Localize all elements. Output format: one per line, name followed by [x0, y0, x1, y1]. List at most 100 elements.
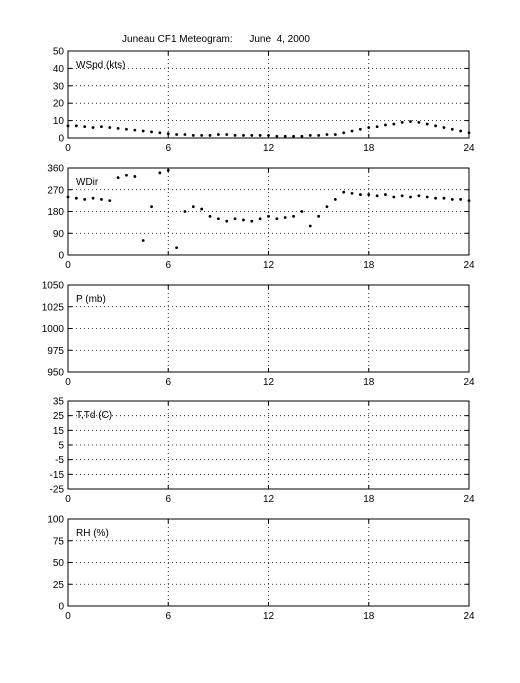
data-point — [459, 198, 463, 201]
y-tick-label: 50 — [53, 558, 65, 569]
data-point — [141, 239, 145, 242]
axes-frame — [67, 518, 470, 607]
data-point — [208, 133, 212, 137]
panel-5: 0 25 50 75 100 0 6 12 18 24 RH (%) — [47, 515, 475, 623]
data-point — [333, 133, 337, 136]
y-tick-label: 15 — [53, 426, 65, 437]
data-point — [100, 125, 103, 129]
data-point — [100, 198, 103, 201]
y-tick-label: 10 — [53, 116, 65, 127]
panel-3: 950 975 1000 1025 1050 0 6 12 18 24 P (mb) — [42, 281, 475, 389]
data-point — [258, 133, 262, 137]
data-point — [175, 246, 179, 250]
data-point — [425, 195, 429, 199]
data-point — [133, 128, 137, 132]
data-point — [208, 214, 212, 218]
data-point — [258, 217, 262, 221]
x-tick-label: 0 — [65, 611, 71, 622]
x-tick-label: 12 — [263, 494, 275, 505]
data-point — [342, 131, 346, 135]
y-tick-label: 35 — [53, 397, 65, 408]
data-point — [384, 193, 387, 196]
data-point — [267, 214, 270, 218]
data-point — [225, 133, 229, 136]
y-tick-label: 1050 — [42, 281, 65, 292]
data-point — [150, 205, 153, 209]
y-tick-label: -5 — [55, 455, 64, 466]
data-point — [242, 133, 245, 137]
data-point — [425, 122, 429, 126]
data-point — [350, 129, 354, 133]
x-tick-label: 18 — [363, 494, 375, 505]
data-point — [292, 134, 295, 138]
axes-frame — [67, 50, 470, 139]
data-point — [392, 195, 396, 199]
x-tick-label: 6 — [165, 377, 171, 388]
data-point — [91, 126, 95, 129]
data-point — [467, 131, 471, 135]
data-point — [91, 196, 95, 200]
data-point — [125, 127, 128, 131]
panel-label: WDir — [76, 177, 99, 188]
data-point — [242, 218, 245, 222]
x-tick-label: 6 — [165, 143, 171, 154]
y-tick-label: 0 — [58, 602, 64, 613]
data-point — [450, 198, 454, 201]
data-point — [216, 133, 220, 136]
y-tick-label: 1025 — [42, 302, 65, 313]
data-point — [400, 120, 404, 124]
panel-4: -25 -15 -5 5 15 25 35 0 6 12 18 24 T,Td (C) — [50, 397, 475, 506]
data-point — [175, 133, 179, 136]
data-point — [150, 130, 153, 134]
data-point — [308, 224, 312, 228]
data-point — [116, 176, 120, 180]
data-point — [325, 133, 329, 136]
x-tick-label: 0 — [65, 377, 71, 388]
data-point — [108, 199, 112, 203]
x-tick-label: 24 — [463, 143, 475, 154]
y-tick-label: 975 — [47, 346, 64, 357]
x-tick-label: 0 — [65, 494, 71, 505]
data-point — [83, 125, 87, 129]
data-point — [417, 194, 421, 198]
y-tick-label: 270 — [47, 185, 64, 196]
data-point — [325, 205, 329, 209]
data-point — [275, 217, 279, 221]
data-point — [200, 207, 204, 211]
y-tick-label: 5 — [58, 441, 64, 452]
data-point — [300, 134, 304, 138]
x-tick-label: 18 — [363, 611, 375, 622]
y-tick-label: 950 — [47, 368, 64, 379]
x-tick-label: 24 — [463, 377, 475, 388]
figure-title: Juneau CF1 Meteogram: June 4, 2000 — [122, 34, 310, 45]
x-tick-label: 6 — [165, 494, 171, 505]
data-point — [283, 216, 287, 219]
data-point — [459, 129, 463, 133]
data-point — [191, 205, 195, 209]
data-point — [417, 120, 421, 124]
y-tick-label: 100 — [47, 515, 64, 526]
data-point — [317, 133, 321, 137]
data-point — [133, 175, 137, 178]
y-tick-label: 25 — [53, 411, 65, 422]
x-tick-label: 24 — [463, 611, 475, 622]
data-point — [317, 214, 321, 218]
data-point — [250, 219, 254, 223]
x-tick-label: 0 — [65, 143, 71, 154]
x-tick-label: 12 — [263, 143, 275, 154]
panel-2: 0 90 180 270 360 0 6 12 18 24 WDir — [47, 164, 475, 272]
data-point — [392, 122, 396, 126]
y-tick-label: 75 — [53, 536, 65, 547]
data-point — [183, 133, 187, 136]
data-point — [375, 194, 379, 198]
panel-label: P (mb) — [76, 294, 106, 305]
data-point — [358, 193, 362, 196]
data-point — [350, 191, 354, 195]
panel-label: RH (%) — [76, 528, 109, 539]
data-point — [166, 169, 170, 172]
data-point — [450, 127, 454, 131]
axes-frame — [67, 167, 470, 256]
data-point — [141, 129, 145, 133]
panel-label: T,Td (C) — [76, 410, 112, 421]
data-point — [74, 196, 78, 200]
